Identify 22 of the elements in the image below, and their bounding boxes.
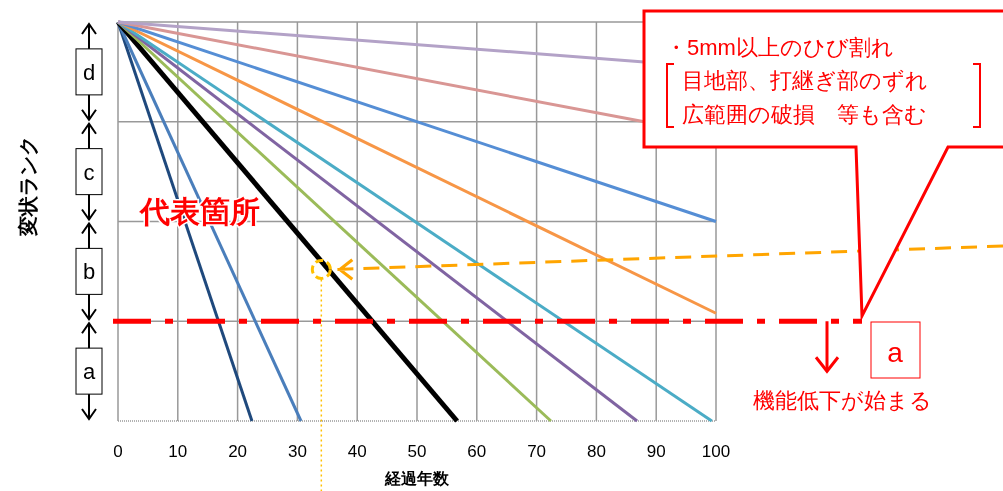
legend-label: 機能低下が始まる <box>752 388 932 413</box>
x-tick-label: 50 <box>407 442 427 461</box>
annotation: 目地部、打継ぎ部のずれ <box>682 68 928 93</box>
y-axis-title: 変状ランク <box>17 136 39 237</box>
x-tick-label: 60 <box>467 442 487 461</box>
text: b <box>82 259 96 285</box>
text: a <box>82 359 96 385</box>
x-tick-label: 10 <box>168 442 188 461</box>
x-axis-title: 経過年数 <box>384 470 450 487</box>
text: c <box>83 159 95 185</box>
annotation: ・5mm以上のひび割れ <box>665 35 894 60</box>
x-tick-label: 20 <box>228 442 248 461</box>
x-tick-label: 80 <box>586 442 606 461</box>
x-tick-label: 40 <box>347 442 367 461</box>
text: d <box>82 59 96 85</box>
x-tick-label: 100 <box>701 442 731 461</box>
annotation: 広範囲の破損 等も含む <box>682 102 927 127</box>
x-tick-label: 0 <box>113 442 123 461</box>
x-tick-label: 70 <box>527 442 547 461</box>
x-tick-label: 90 <box>646 442 666 461</box>
x-tick-label: 30 <box>287 442 307 461</box>
text: a <box>887 337 904 368</box>
